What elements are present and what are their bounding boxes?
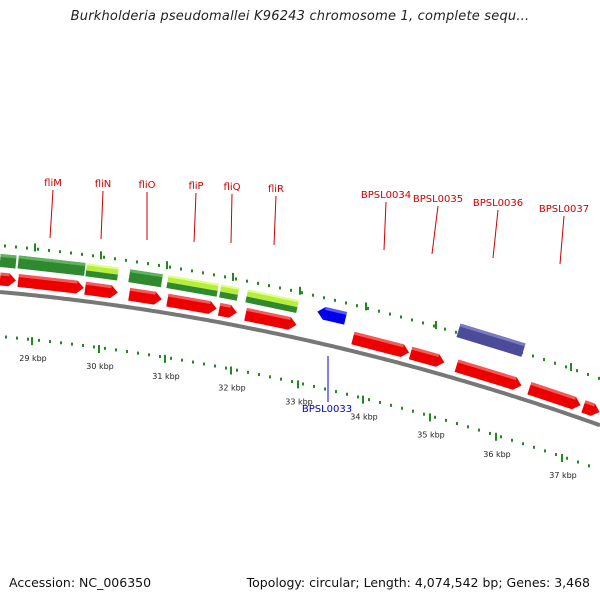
cog-block bbox=[0, 254, 17, 269]
kbp-label: 33 kbp bbox=[285, 397, 313, 406]
kbp-label: 31 kbp bbox=[152, 372, 180, 381]
gene-labels: fliM fliN fliO fliP fliQ fliR BPSL0033 BPSL0034… bbox=[44, 178, 589, 415]
cog-block bbox=[85, 263, 119, 281]
gene-label-bpsl0033[interactable]: BPSL0033 bbox=[302, 404, 352, 415]
forward-gene-arrow[interactable] bbox=[0, 272, 17, 287]
kbp-label: 35 kbp bbox=[417, 430, 445, 439]
gene-label-bpsl0034[interactable]: BPSL0034 bbox=[361, 190, 411, 201]
map-title: Burkholderia pseudomallei K96243 chromos… bbox=[70, 9, 530, 24]
gene-label-flim[interactable]: fliM bbox=[44, 178, 62, 189]
cog-block bbox=[128, 269, 163, 288]
cog-block bbox=[166, 275, 219, 297]
kbp-label: 30 kbp bbox=[86, 362, 114, 371]
reverse-gene-arrow[interactable] bbox=[316, 305, 348, 325]
label-leader bbox=[230, 193, 233, 244]
genome-summary: Topology: circular; Length: 4,074,542 bp… bbox=[246, 575, 590, 590]
label-leader bbox=[193, 192, 197, 243]
kbp-label: 37 kbp bbox=[549, 471, 577, 480]
gene-label-flip[interactable]: fliP bbox=[188, 181, 203, 192]
label-leader bbox=[431, 205, 439, 255]
forward-gene-arrow[interactable] bbox=[217, 302, 238, 319]
cog-block bbox=[456, 323, 526, 357]
kbp-label: 36 kbp bbox=[483, 450, 511, 459]
cog-track bbox=[0, 254, 526, 357]
kbp-label: 32 kbp bbox=[218, 384, 246, 393]
kbp-label: 34 kbp bbox=[350, 413, 378, 422]
cog-block bbox=[17, 255, 86, 276]
gene-label-flir[interactable]: fliR bbox=[268, 184, 284, 195]
outer-tick-ring bbox=[4, 243, 600, 380]
gene-label-bpsl0036[interactable]: BPSL0036 bbox=[473, 198, 523, 209]
label-leader bbox=[383, 201, 387, 251]
gene-label-bpsl0037[interactable]: BPSL0037 bbox=[539, 204, 589, 215]
reverse-gene-track bbox=[316, 305, 348, 325]
gene-label-fliq[interactable]: fliQ bbox=[224, 182, 241, 193]
cog-block bbox=[245, 289, 299, 313]
gene-label-bpsl0035[interactable]: BPSL0035 bbox=[413, 194, 463, 205]
kbp-scale-labels: 29 kbp 30 kbp 31 kbp 32 kbp 33 kbp 34 kbp 35 k… bbox=[19, 354, 577, 480]
cog-block bbox=[219, 284, 240, 301]
label-leader bbox=[559, 215, 565, 265]
gene-label-flin[interactable]: fliN bbox=[95, 179, 112, 190]
label-leader bbox=[49, 189, 54, 239]
forward-gene-arrow[interactable] bbox=[527, 381, 582, 411]
accession-label: Accession: NC_006350 bbox=[9, 575, 152, 590]
label-leader bbox=[492, 209, 499, 259]
forward-gene-arrow[interactable] bbox=[84, 281, 118, 299]
backbone bbox=[0, 290, 600, 428]
forward-gene-arrow[interactable] bbox=[454, 359, 524, 391]
forward-gene-arrow[interactable] bbox=[408, 346, 446, 369]
label-leader bbox=[273, 195, 277, 246]
forward-gene-arrow[interactable] bbox=[351, 331, 410, 359]
label-leader bbox=[100, 190, 104, 240]
forward-gene-arrow[interactable] bbox=[128, 287, 163, 306]
forward-gene-arrow[interactable] bbox=[17, 274, 84, 294]
kbp-label: 29 kbp bbox=[19, 354, 47, 363]
inner-tick-ring bbox=[5, 335, 590, 468]
forward-gene-arrow[interactable] bbox=[244, 307, 298, 331]
forward-gene-arrow[interactable] bbox=[166, 293, 217, 315]
forward-gene-arrow[interactable] bbox=[581, 400, 600, 418]
gene-label-flio[interactable]: fliO bbox=[139, 180, 156, 191]
forward-gene-track bbox=[0, 272, 600, 418]
